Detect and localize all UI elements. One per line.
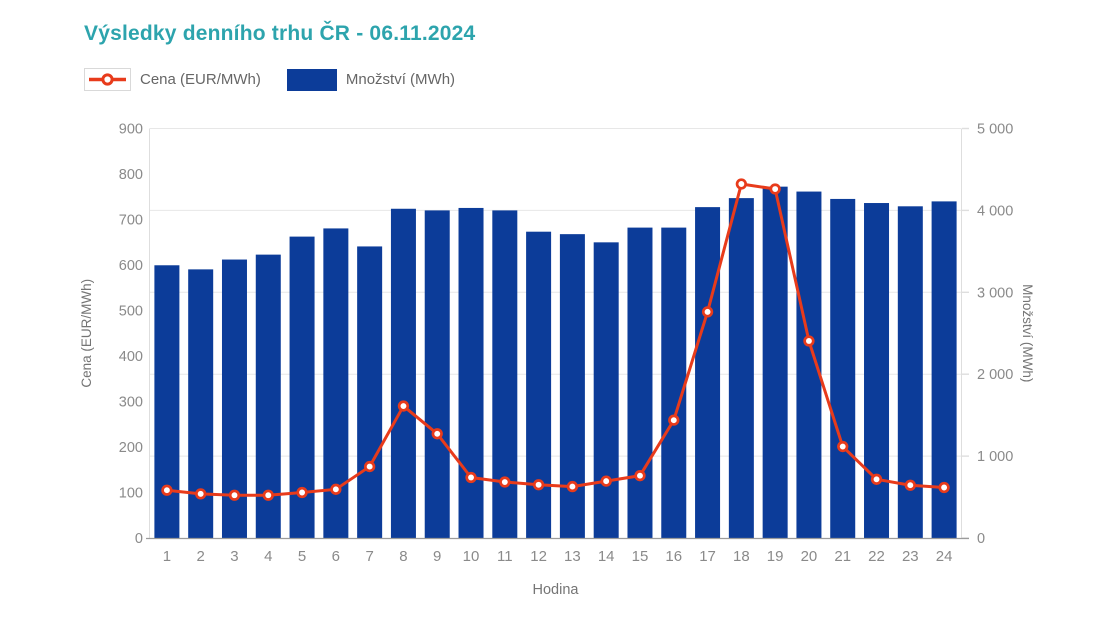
y-right-tick-label: 4 000: [977, 203, 1013, 219]
price-point[interactable]: [363, 460, 376, 473]
x-tick-label: 1: [163, 548, 171, 565]
volume-bar[interactable]: [390, 208, 416, 538]
volume-bar[interactable]: [357, 246, 383, 538]
y-right-tick-label: 3 000: [977, 285, 1013, 301]
x-tick-label: 24: [936, 548, 953, 565]
price-point[interactable]: [837, 440, 849, 453]
x-tick-label: 3: [230, 548, 238, 565]
y-left-tick-label: 400: [119, 349, 143, 365]
y-left-tick-label: 0: [135, 531, 143, 547]
price-point[interactable]: [161, 484, 173, 496]
price-point[interactable]: [499, 476, 511, 488]
volume-bar[interactable]: [728, 198, 754, 539]
price-point[interactable]: [870, 473, 883, 485]
price-point[interactable]: [228, 489, 241, 501]
volume-bar[interactable]: [492, 210, 518, 538]
legend: Cena (EUR/MWh) Množství (MWh): [84, 68, 455, 91]
volume-bar[interactable]: [762, 186, 788, 539]
price-point[interactable]: [600, 475, 612, 487]
y-right-tick-label: 0: [977, 531, 985, 547]
price-point[interactable]: [668, 414, 680, 426]
y-left-tick-label: 100: [119, 486, 143, 502]
x-tick-label: 20: [801, 548, 818, 565]
x-tick-label: 4: [264, 548, 272, 565]
y-left-tick-label: 500: [119, 304, 143, 320]
x-tick-label: 16: [665, 548, 682, 565]
x-tick-label: 7: [365, 548, 373, 565]
price-point[interactable]: [701, 306, 714, 318]
x-tick-label: 2: [197, 548, 205, 565]
price-point[interactable]: [938, 481, 950, 494]
price-point[interactable]: [634, 470, 646, 482]
x-tick-label: 17: [699, 548, 716, 565]
x-tick-label: 22: [868, 548, 885, 565]
price-point[interactable]: [904, 479, 916, 491]
x-tick-label: 15: [632, 548, 649, 565]
x-tick-label: 10: [463, 548, 480, 565]
legend-item-mnozstvi[interactable]: Množství (MWh): [286, 68, 456, 91]
volume-bar[interactable]: [559, 234, 585, 538]
price-point[interactable]: [566, 480, 579, 493]
price-point[interactable]: [262, 489, 274, 501]
y-left-axis-title: Cena (EUR/MWh): [79, 279, 94, 388]
y-left-tick-label: 600: [119, 258, 143, 274]
legend-item-cena[interactable]: Cena (EUR/MWh): [84, 68, 261, 91]
price-point[interactable]: [465, 471, 477, 484]
volume-bar[interactable]: [154, 265, 180, 538]
x-tick-label: 5: [298, 548, 306, 565]
y-left-tick-label: 800: [119, 167, 143, 183]
y-left-tick-label: 700: [119, 213, 143, 229]
x-tick-label: 14: [598, 548, 615, 565]
y-left-tick-label: 300: [119, 395, 143, 411]
x-tick-label: 11: [497, 548, 513, 565]
volume-bar[interactable]: [661, 227, 687, 538]
y-right-tick-label: 5 000: [977, 122, 1013, 138]
price-point[interactable]: [532, 479, 545, 491]
price-point[interactable]: [769, 183, 781, 195]
volume-bar[interactable]: [458, 207, 484, 538]
price-point[interactable]: [803, 335, 815, 347]
x-axis-title: Hodina: [533, 582, 580, 598]
bar-series-swatch-icon: [286, 68, 337, 91]
volume-bar[interactable]: [627, 227, 653, 538]
volume-bar[interactable]: [526, 231, 552, 538]
x-tick-label: 13: [564, 548, 581, 565]
chart-title: Výsledky denního trhu ČR - 06.11.2024: [84, 22, 476, 45]
price-point[interactable]: [397, 400, 410, 412]
y-left-tick-label: 900: [119, 122, 143, 138]
line-series-swatch-icon: [84, 68, 131, 91]
x-tick-label: 19: [767, 548, 784, 565]
y-right-tick-label: 2 000: [977, 367, 1013, 383]
x-tick-label: 12: [530, 548, 547, 565]
volume-bar[interactable]: [830, 198, 856, 538]
x-tick-label: 18: [733, 548, 750, 565]
price-point[interactable]: [296, 486, 308, 499]
x-tick-label: 9: [433, 548, 441, 565]
y-right-axis-title: Množství (MWh): [1020, 284, 1035, 382]
price-point[interactable]: [195, 488, 207, 500]
price-point[interactable]: [735, 178, 748, 190]
y-right-tick-label: 1 000: [977, 449, 1013, 465]
x-tick-label: 21: [834, 548, 851, 565]
volume-bar[interactable]: [424, 210, 450, 538]
volume-bar[interactable]: [593, 242, 619, 538]
volume-bar[interactable]: [695, 207, 721, 538]
volume-bar[interactable]: [864, 203, 890, 539]
x-tick-label: 23: [902, 548, 919, 565]
x-tick-label: 6: [332, 548, 340, 565]
x-tick-label: 8: [399, 548, 407, 565]
price-line: [165, 182, 946, 497]
price-point[interactable]: [431, 428, 443, 440]
y-left-tick-label: 200: [119, 440, 143, 456]
legend-label-cena: Cena (EUR/MWh): [140, 71, 261, 88]
price-point[interactable]: [330, 483, 342, 495]
legend-label-mnozstvi: Množství (MWh): [345, 71, 456, 88]
